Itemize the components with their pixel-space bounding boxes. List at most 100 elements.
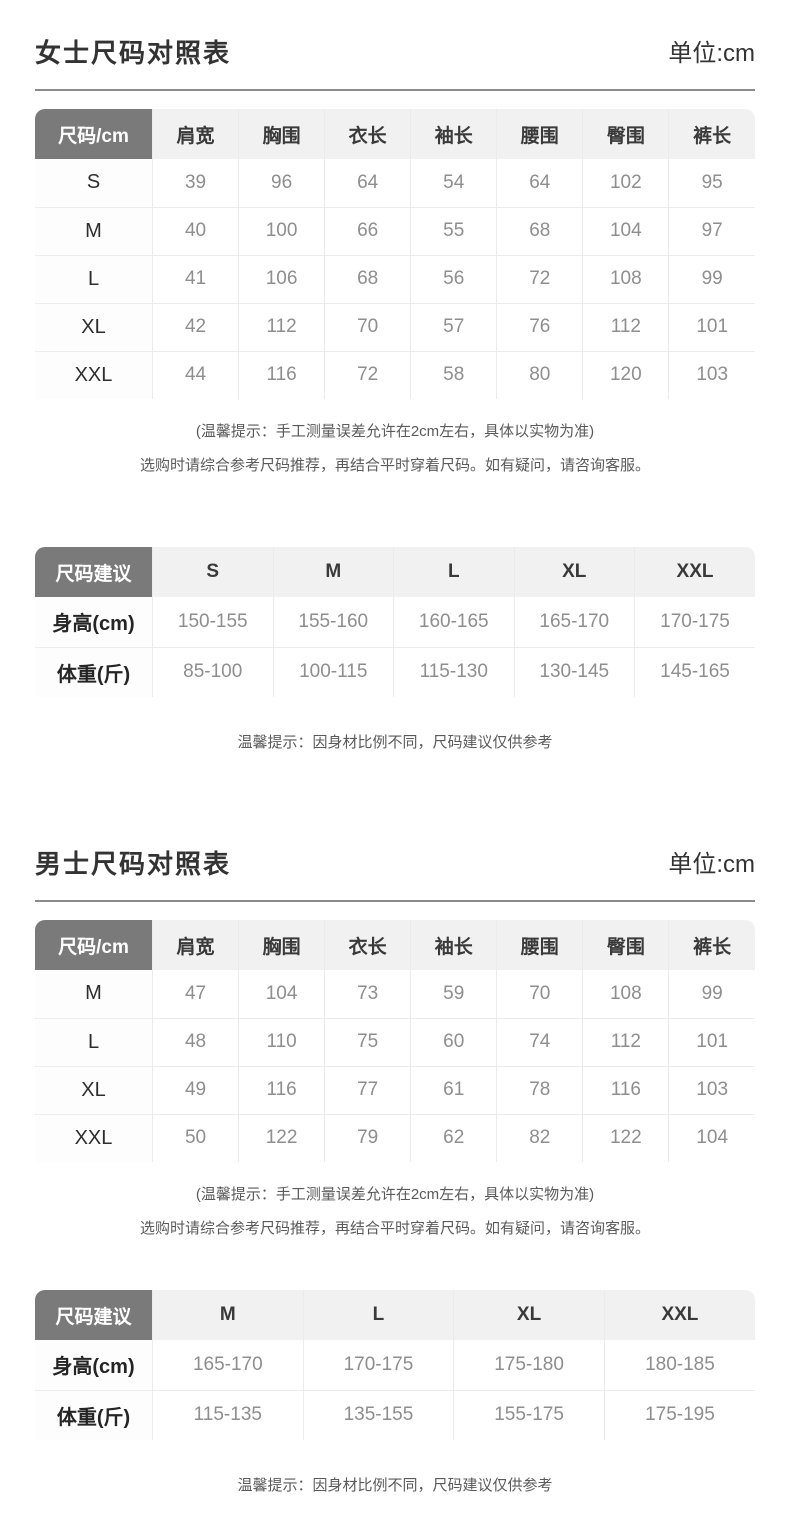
value-cell: 155-160: [272, 597, 394, 647]
value-cell: 104: [668, 1113, 755, 1162]
value-cell: 135-155: [302, 1389, 454, 1440]
value-cell: 42: [151, 302, 239, 351]
value-cell: 73: [324, 970, 411, 1018]
value-cell: 115-135: [152, 1389, 304, 1440]
value-cell: 39: [151, 159, 239, 207]
value-cell: 104: [582, 206, 669, 255]
column-header-cell: 胸围: [238, 920, 325, 970]
value-cell: 75: [324, 1017, 411, 1066]
men-size-table: 尺码/cm 肩宽 胸围 衣长 袖长 腰围 臀围 裤长 M 47 104 73 59 70 108 99 L 48 1…: [35, 920, 755, 1162]
row-header-cell: 身高(cm): [35, 597, 153, 647]
women-measure-note-line-2: 选购时请综合参考尺码推荐，再结合平时穿着尺码。如有疑问，请咨询客服。: [139, 457, 650, 474]
column-header-cell: 胸围: [238, 109, 325, 159]
value-cell: 180-185: [603, 1340, 755, 1390]
row-header-cell: L: [35, 254, 153, 303]
value-cell: 122: [238, 1113, 325, 1162]
women-section-header: 女士尺码对照表 单位:cm: [35, 0, 755, 68]
value-cell: 72: [496, 254, 583, 303]
table-row: 身高(cm) 150-155 155-160 160-165 165-170 170-17…: [35, 597, 755, 647]
value-cell: 104: [238, 970, 325, 1018]
value-cell: 116: [238, 1065, 325, 1114]
column-header-cell: XL: [513, 547, 635, 597]
value-cell: 56: [410, 254, 497, 303]
column-header-cell: L: [393, 547, 514, 597]
value-cell: 102: [582, 159, 669, 207]
value-cell: 160-165: [393, 597, 514, 647]
value-cell: 112: [238, 302, 325, 351]
value-cell: 66: [324, 206, 411, 255]
women-size-table: 尺码/cm 肩宽 胸围 衣长 袖长 腰围 臀围 裤长 S 39 96 64 54 64 102 95 M 40 10…: [35, 109, 755, 399]
value-cell: 57: [410, 302, 497, 351]
value-cell: 100: [238, 206, 325, 255]
row-header-cell: 体重(斤): [35, 646, 153, 697]
table-row: XXL 44 116 72 58 80 120 103: [35, 350, 755, 399]
value-cell: 78: [496, 1065, 583, 1114]
table-row: XXL 50 122 79 62 82 122 104: [35, 1113, 755, 1162]
row-header-cell: M: [35, 206, 153, 255]
value-cell: 108: [582, 254, 669, 303]
row-header-cell: L: [35, 1017, 153, 1066]
women-title-divider: [35, 89, 755, 91]
men-suggestion-note: 温馨提示：因身材比例不同，尺码建议仅供参考: [237, 1477, 553, 1494]
column-header-cell: M: [152, 1290, 304, 1340]
column-header-cell: XXL: [634, 547, 755, 597]
column-header-cell: S: [152, 547, 273, 597]
men-notes: (温馨提示：手工测量误差允许在2cm左右，具体以实物为准) 选购时请综合参考尺码…: [35, 1178, 755, 1246]
value-cell: 80: [496, 350, 583, 399]
value-cell: 130-145: [513, 646, 635, 697]
value-cell: 115-130: [393, 646, 514, 697]
value-cell: 70: [496, 970, 583, 1018]
header-row: 尺码/cm 肩宽 胸围 衣长 袖长 腰围 臀围 裤长: [35, 920, 755, 970]
value-cell: 99: [668, 970, 755, 1018]
value-cell: 72: [324, 350, 411, 399]
value-cell: 103: [668, 1065, 755, 1114]
column-header-cell: 臀围: [582, 920, 669, 970]
value-cell: 64: [324, 159, 411, 207]
value-cell: 82: [496, 1113, 583, 1162]
column-header-cell: 衣长: [324, 109, 411, 159]
women-section: 女士尺码对照表 单位:cm 尺码/cm 肩宽 胸围 衣长 袖长 腰围 臀围 裤长 S 39 96 64…: [35, 0, 755, 753]
value-cell: 120: [582, 350, 669, 399]
women-unit-label: 单位:cm: [668, 40, 755, 67]
value-cell: 95: [668, 159, 755, 207]
column-header-cell: 腰围: [496, 920, 583, 970]
men-section-title: 男士尺码对照表: [35, 849, 232, 879]
value-cell: 97: [668, 206, 755, 255]
column-header-cell: M: [272, 547, 394, 597]
column-header-cell: XXL: [603, 1290, 755, 1340]
value-cell: 60: [410, 1017, 497, 1066]
value-cell: 58: [410, 350, 497, 399]
corner-header-cell: 尺码建议: [35, 547, 153, 597]
table-row: S 39 96 64 54 64 102 95: [35, 159, 755, 207]
value-cell: 68: [324, 254, 411, 303]
table-row: M 47 104 73 59 70 108 99: [35, 970, 755, 1018]
value-cell: 64: [496, 159, 583, 207]
value-cell: 110: [238, 1017, 325, 1066]
row-header-cell: 身高(cm): [35, 1340, 153, 1390]
column-header-cell: 臀围: [582, 109, 669, 159]
row-header-cell: XL: [35, 1065, 153, 1114]
value-cell: 101: [668, 302, 755, 351]
row-header-cell: M: [35, 970, 153, 1018]
value-cell: 112: [582, 1017, 669, 1066]
men-section: 男士尺码对照表 单位:cm 尺码/cm 肩宽 胸围 衣长 袖长 腰围 臀围 裤长 M 47 104 7…: [35, 849, 755, 1496]
table-row: L 48 110 75 60 74 112 101: [35, 1017, 755, 1066]
row-header-cell: S: [35, 159, 153, 207]
column-header-cell: 袖长: [410, 920, 497, 970]
value-cell: 145-165: [634, 646, 755, 697]
corner-header-cell: 尺码建议: [35, 1290, 153, 1340]
corner-header-cell: 尺码/cm: [35, 920, 153, 970]
men-unit-label: 单位:cm: [668, 851, 755, 878]
value-cell: 101: [668, 1017, 755, 1066]
row-header-cell: 体重(斤): [35, 1389, 153, 1440]
value-cell: 76: [496, 302, 583, 351]
column-header-cell: 肩宽: [151, 109, 239, 159]
value-cell: 112: [582, 302, 669, 351]
value-cell: 96: [238, 159, 325, 207]
header-row: 尺码建议 M L XL XXL: [35, 1290, 755, 1340]
header-row: 尺码/cm 肩宽 胸围 衣长 袖长 腰围 臀围 裤长: [35, 109, 755, 159]
value-cell: 70: [324, 302, 411, 351]
value-cell: 116: [582, 1065, 669, 1114]
value-cell: 54: [410, 159, 497, 207]
column-header-cell: 裤长: [668, 920, 755, 970]
